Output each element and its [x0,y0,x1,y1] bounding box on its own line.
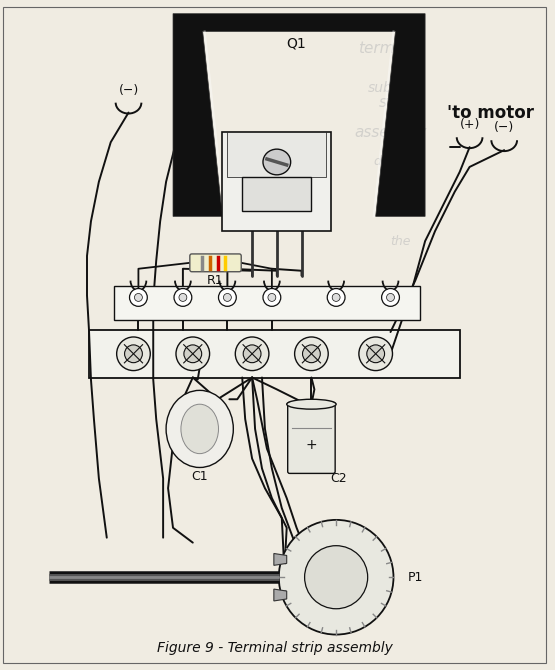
Ellipse shape [287,399,336,409]
Text: Figure 9 - Terminal strip assembly: Figure 9 - Terminal strip assembly [157,641,393,655]
Text: cono: cono [388,71,422,85]
Circle shape [332,293,340,302]
Circle shape [235,337,269,371]
Bar [223,133,331,231]
Circle shape [263,289,281,306]
Bar [242,177,311,212]
Text: terminal: terminal [359,41,422,56]
Text: (−): (−) [118,84,139,97]
Bar [114,285,420,320]
Circle shape [302,345,320,362]
Text: P1: P1 [407,571,423,584]
Circle shape [268,293,276,302]
Circle shape [124,345,143,362]
Text: Q1: Q1 [287,36,306,50]
Bar [89,330,460,377]
Circle shape [327,289,345,306]
Circle shape [382,289,400,306]
Circle shape [305,545,367,609]
FancyBboxPatch shape [190,254,241,272]
Ellipse shape [263,149,291,175]
Circle shape [174,289,192,306]
Circle shape [359,337,392,371]
Text: +: + [306,438,317,452]
Text: assembly: assembly [354,125,427,140]
Polygon shape [173,13,425,216]
Text: R1: R1 [207,274,224,287]
Circle shape [295,337,328,371]
Ellipse shape [166,391,233,468]
Text: 'to motor: 'to motor [447,104,534,121]
Circle shape [176,337,210,371]
Text: dub: dub [374,155,397,168]
Circle shape [387,293,395,302]
Text: sub: sub [369,81,393,95]
Ellipse shape [181,404,219,454]
Text: C2: C2 [330,472,346,485]
Text: cond: cond [379,190,412,204]
Text: (+): (+) [460,118,480,131]
Circle shape [117,337,150,371]
Text: C1: C1 [191,470,208,483]
FancyBboxPatch shape [287,402,335,474]
Circle shape [179,293,187,302]
Circle shape [219,289,236,306]
Text: the: the [390,234,411,248]
Circle shape [129,289,147,306]
Text: strip: strip [379,95,412,110]
Text: (−): (−) [494,121,514,134]
Circle shape [184,345,201,362]
Polygon shape [274,589,287,601]
Circle shape [367,345,385,362]
Circle shape [279,520,393,634]
Polygon shape [274,553,287,565]
Circle shape [224,293,231,302]
Circle shape [134,293,143,302]
Text: (+): (+) [178,84,198,97]
Circle shape [243,345,261,362]
Bar [228,133,326,177]
